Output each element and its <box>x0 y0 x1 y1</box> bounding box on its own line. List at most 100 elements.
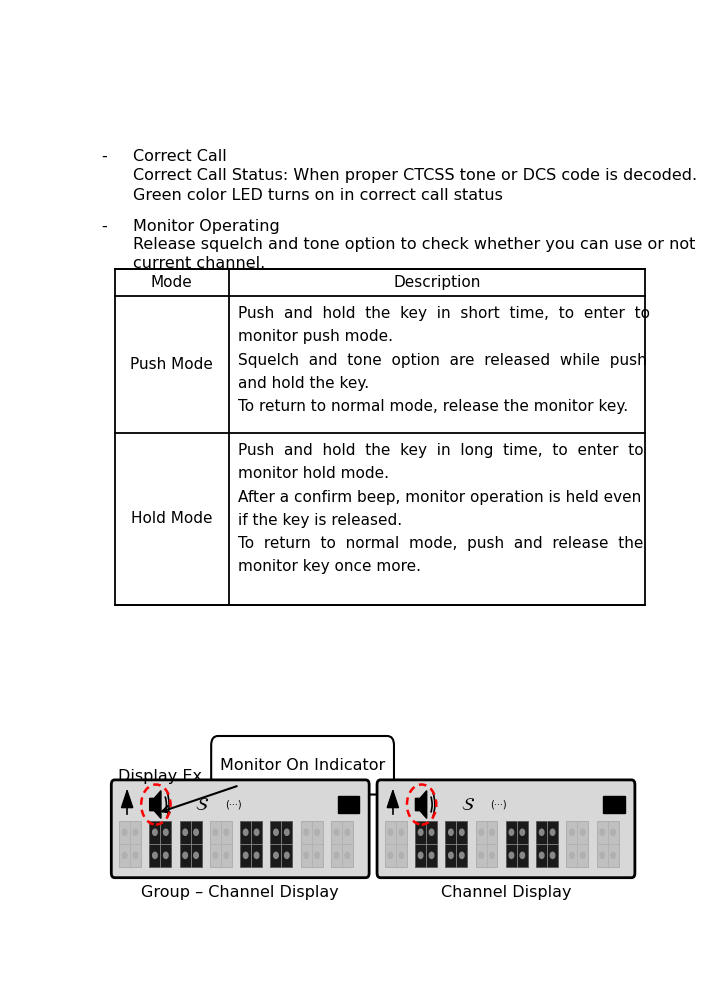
Circle shape <box>600 852 604 858</box>
Circle shape <box>314 829 320 835</box>
Polygon shape <box>416 791 427 818</box>
FancyBboxPatch shape <box>377 780 635 878</box>
FancyBboxPatch shape <box>385 821 407 867</box>
Circle shape <box>479 852 483 858</box>
Circle shape <box>122 852 127 858</box>
Circle shape <box>334 829 339 835</box>
Circle shape <box>153 852 157 858</box>
Circle shape <box>243 829 248 835</box>
Text: monitor key once more.: monitor key once more. <box>238 559 421 574</box>
Circle shape <box>164 852 168 858</box>
Text: Release squelch and tone option to check whether you can use or not: Release squelch and tone option to check… <box>133 237 696 252</box>
Circle shape <box>274 852 278 858</box>
Text: Push  and  hold  the  key  in  short  time,  to  enter  to: Push and hold the key in short time, to … <box>238 306 650 321</box>
Circle shape <box>183 852 187 858</box>
Text: To return to normal mode, release the monitor key.: To return to normal mode, release the mo… <box>238 399 628 414</box>
Circle shape <box>243 852 248 858</box>
Circle shape <box>509 852 514 858</box>
Circle shape <box>448 829 453 835</box>
Circle shape <box>153 829 157 835</box>
Text: (···): (···) <box>225 800 242 810</box>
Circle shape <box>550 829 555 835</box>
FancyBboxPatch shape <box>338 796 359 813</box>
Circle shape <box>254 852 259 858</box>
Circle shape <box>164 829 168 835</box>
Circle shape <box>430 852 434 858</box>
Text: Channel Display: Channel Display <box>440 885 571 900</box>
FancyBboxPatch shape <box>211 736 394 795</box>
Circle shape <box>490 829 494 835</box>
FancyBboxPatch shape <box>115 269 645 605</box>
Text: After a confirm beep, monitor operation is held even: After a confirm beep, monitor operation … <box>238 490 641 505</box>
Circle shape <box>430 829 434 835</box>
Circle shape <box>550 852 555 858</box>
Circle shape <box>399 852 403 858</box>
Circle shape <box>490 852 494 858</box>
Circle shape <box>539 852 544 858</box>
Text: $\mathcal{S}$: $\mathcal{S}$ <box>461 796 475 814</box>
Polygon shape <box>387 791 398 808</box>
Text: Group – Channel Display: Group – Channel Display <box>141 885 339 900</box>
Circle shape <box>304 852 309 858</box>
Circle shape <box>345 852 349 858</box>
FancyBboxPatch shape <box>331 821 353 867</box>
Circle shape <box>304 829 309 835</box>
FancyBboxPatch shape <box>446 821 467 867</box>
Text: -: - <box>101 219 107 234</box>
Text: monitor push mode.: monitor push mode. <box>238 329 392 344</box>
Polygon shape <box>122 791 132 808</box>
Circle shape <box>520 829 525 835</box>
Text: Push  and  hold  the  key  in  long  time,  to  enter  to: Push and hold the key in long time, to e… <box>238 443 644 458</box>
FancyBboxPatch shape <box>149 821 171 867</box>
Circle shape <box>224 852 229 858</box>
FancyBboxPatch shape <box>604 796 625 813</box>
Text: Hold Mode: Hold Mode <box>131 511 213 526</box>
FancyBboxPatch shape <box>475 821 497 867</box>
Circle shape <box>580 852 585 858</box>
Circle shape <box>419 852 423 858</box>
Text: and hold the key.: and hold the key. <box>238 376 369 391</box>
Circle shape <box>600 829 604 835</box>
FancyBboxPatch shape <box>301 821 323 867</box>
Text: Monitor On Indicator: Monitor On Indicator <box>220 758 385 773</box>
Text: Correct Call: Correct Call <box>133 149 227 164</box>
Text: Monitor Operating: Monitor Operating <box>133 219 280 234</box>
FancyBboxPatch shape <box>210 821 232 867</box>
Text: To  return  to  normal  mode,  push  and  release  the: To return to normal mode, push and relea… <box>238 536 643 551</box>
Circle shape <box>183 829 187 835</box>
FancyBboxPatch shape <box>119 821 141 867</box>
Text: Squelch  and  tone  option  are  released  while  push: Squelch and tone option are released whi… <box>238 353 646 368</box>
Circle shape <box>459 829 464 835</box>
Circle shape <box>213 852 218 858</box>
Text: -: - <box>101 149 107 164</box>
FancyBboxPatch shape <box>537 821 558 867</box>
Circle shape <box>448 852 453 858</box>
Text: Correct Call Status: When proper CTCSS tone or DCS code is decoded.: Correct Call Status: When proper CTCSS t… <box>133 168 697 183</box>
Text: monitor hold mode.: monitor hold mode. <box>238 466 389 482</box>
Polygon shape <box>150 791 161 818</box>
Circle shape <box>133 829 138 835</box>
Circle shape <box>314 852 320 858</box>
FancyBboxPatch shape <box>566 821 588 867</box>
Circle shape <box>345 829 349 835</box>
Circle shape <box>399 829 403 835</box>
Circle shape <box>611 829 615 835</box>
Text: Mode: Mode <box>151 275 193 290</box>
Circle shape <box>611 852 615 858</box>
FancyBboxPatch shape <box>271 821 292 867</box>
FancyBboxPatch shape <box>240 821 262 867</box>
Circle shape <box>509 829 514 835</box>
Circle shape <box>274 829 278 835</box>
FancyBboxPatch shape <box>597 821 619 867</box>
Circle shape <box>194 829 198 835</box>
Circle shape <box>213 829 218 835</box>
Circle shape <box>254 829 259 835</box>
Circle shape <box>520 852 525 858</box>
Circle shape <box>388 829 392 835</box>
Circle shape <box>580 829 585 835</box>
Circle shape <box>570 852 574 858</box>
Circle shape <box>285 829 289 835</box>
Text: $\mathcal{S}$: $\mathcal{S}$ <box>195 796 209 814</box>
Text: (···): (···) <box>491 800 507 810</box>
Circle shape <box>388 852 392 858</box>
